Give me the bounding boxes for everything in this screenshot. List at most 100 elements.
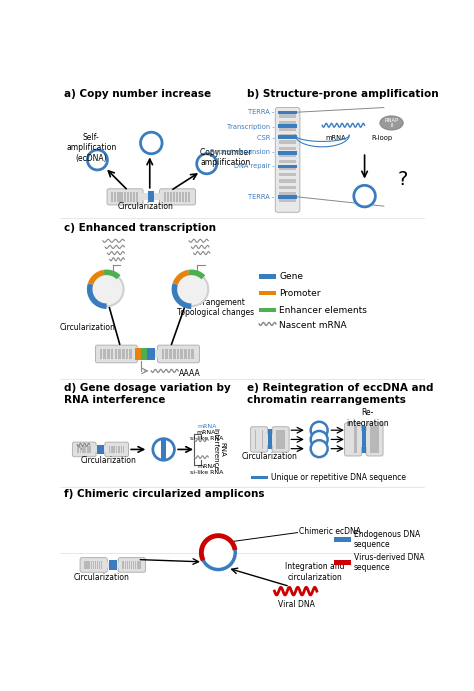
Bar (135, 561, 137, 569)
Text: Virus-derived DNA
sequence: Virus-derived DNA sequence (354, 553, 424, 572)
Bar (148, 191, 155, 202)
Text: d) Gene dosage variation by
RNA interference: d) Gene dosage variation by RNA interfer… (64, 384, 231, 405)
Bar (182, 192, 184, 202)
Text: Rearrangement
Topological changes: Rearrangement Topological changes (177, 298, 254, 317)
Bar (122, 348, 125, 359)
Bar (133, 561, 135, 569)
Bar (99, 561, 100, 569)
Ellipse shape (380, 116, 403, 130)
Bar (278, 430, 279, 448)
Bar (164, 192, 166, 202)
Text: Promoter: Promoter (279, 289, 320, 298)
Bar (89, 561, 90, 569)
Text: Chimeric ecDNA: Chimeric ecDNA (299, 527, 361, 536)
Bar (118, 192, 119, 202)
FancyBboxPatch shape (107, 189, 143, 205)
Text: Integration and
circularization: Integration and circularization (285, 562, 344, 582)
Bar (170, 192, 172, 202)
Bar (259, 274, 276, 278)
Bar (279, 127, 296, 131)
Bar (376, 426, 377, 453)
Text: Nascent mRNA: Nascent mRNA (279, 321, 347, 330)
Bar (127, 561, 128, 569)
Text: Circularization: Circularization (242, 452, 298, 461)
Bar (184, 348, 187, 359)
FancyBboxPatch shape (160, 189, 196, 205)
Bar (100, 348, 102, 359)
Bar (116, 446, 117, 453)
Bar (278, 111, 297, 115)
Bar (97, 445, 103, 454)
Bar (185, 192, 187, 202)
Bar (131, 561, 132, 569)
Bar (135, 348, 141, 360)
Bar (95, 561, 96, 569)
Text: Transcription -: Transcription - (227, 124, 274, 130)
FancyBboxPatch shape (105, 442, 128, 457)
Bar (124, 192, 126, 202)
Bar (177, 348, 179, 359)
Bar (127, 192, 129, 202)
Bar (93, 446, 108, 453)
Bar (278, 164, 297, 169)
Text: R-loop: R-loop (372, 135, 393, 142)
Bar (282, 430, 283, 448)
Text: Circularization: Circularization (73, 573, 129, 582)
Bar (279, 430, 280, 448)
Bar (82, 446, 83, 453)
Bar (122, 561, 124, 569)
Bar (135, 350, 160, 358)
Circle shape (197, 154, 217, 173)
Bar (279, 140, 296, 144)
Bar (126, 348, 128, 359)
Bar (259, 291, 276, 296)
Text: Circularization: Circularization (80, 456, 136, 465)
Bar (374, 426, 375, 453)
FancyBboxPatch shape (95, 345, 137, 363)
Circle shape (153, 439, 174, 460)
FancyBboxPatch shape (366, 423, 383, 456)
Text: DNA repair -: DNA repair - (234, 163, 274, 169)
Bar (115, 348, 117, 359)
Text: ?: ? (398, 170, 408, 189)
FancyBboxPatch shape (118, 558, 146, 572)
Bar (112, 446, 114, 453)
Text: e) Reintegration of eccDNA and
chromatin rearrangements: e) Reintegration of eccDNA and chromatin… (247, 384, 433, 405)
Text: AAAA: AAAA (179, 369, 201, 378)
Bar (176, 192, 178, 202)
Bar (251, 475, 268, 480)
Bar (267, 429, 272, 449)
Bar (188, 192, 191, 202)
Bar (111, 348, 113, 359)
Text: mRNA: mRNA (197, 464, 217, 469)
Bar (119, 446, 120, 453)
Bar (92, 561, 94, 569)
FancyBboxPatch shape (251, 427, 268, 452)
FancyBboxPatch shape (73, 442, 96, 457)
Bar (167, 192, 169, 202)
Bar (180, 348, 183, 359)
Bar (279, 199, 296, 202)
Text: Re-
integration: Re- integration (346, 408, 389, 428)
FancyBboxPatch shape (272, 427, 289, 452)
Text: Repeat expansion -: Repeat expansion - (210, 149, 274, 155)
FancyBboxPatch shape (80, 558, 107, 572)
Bar (97, 561, 98, 569)
Text: TERRA -: TERRA - (248, 109, 274, 115)
Bar (114, 192, 117, 202)
Bar (121, 446, 122, 453)
Bar (279, 153, 296, 157)
Bar (141, 348, 147, 360)
Bar (107, 348, 109, 359)
Bar (147, 348, 155, 360)
Bar (85, 446, 86, 453)
Bar (279, 173, 296, 176)
Bar (359, 431, 369, 448)
Bar (120, 192, 123, 202)
Circle shape (310, 422, 328, 439)
Bar (279, 115, 296, 117)
Bar (111, 446, 112, 453)
Bar (129, 561, 130, 569)
Circle shape (90, 272, 124, 306)
Text: Circularization: Circularization (117, 202, 173, 211)
